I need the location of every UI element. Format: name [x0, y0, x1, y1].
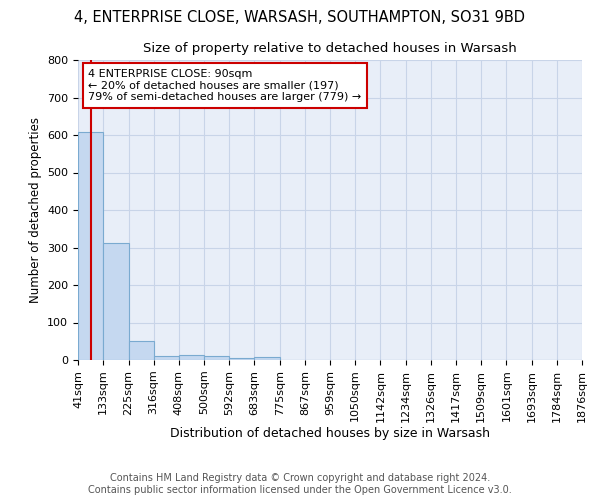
Y-axis label: Number of detached properties: Number of detached properties: [29, 117, 41, 303]
Bar: [204, 356, 229, 360]
Bar: [154, 356, 179, 360]
Title: Size of property relative to detached houses in Warsash: Size of property relative to detached ho…: [143, 42, 517, 54]
Bar: [78, 132, 103, 360]
Bar: [229, 358, 254, 360]
Bar: [128, 340, 154, 360]
Bar: [103, 244, 128, 360]
Text: 4, ENTERPRISE CLOSE, WARSASH, SOUTHAMPTON, SO31 9BD: 4, ENTERPRISE CLOSE, WARSASH, SOUTHAMPTO…: [74, 10, 526, 25]
Bar: [254, 357, 280, 360]
Bar: [179, 355, 204, 360]
Text: 4 ENTERPRISE CLOSE: 90sqm
← 20% of detached houses are smaller (197)
79% of semi: 4 ENTERPRISE CLOSE: 90sqm ← 20% of detac…: [88, 69, 361, 102]
X-axis label: Distribution of detached houses by size in Warsash: Distribution of detached houses by size …: [170, 428, 490, 440]
Text: Contains HM Land Registry data © Crown copyright and database right 2024.
Contai: Contains HM Land Registry data © Crown c…: [88, 474, 512, 495]
